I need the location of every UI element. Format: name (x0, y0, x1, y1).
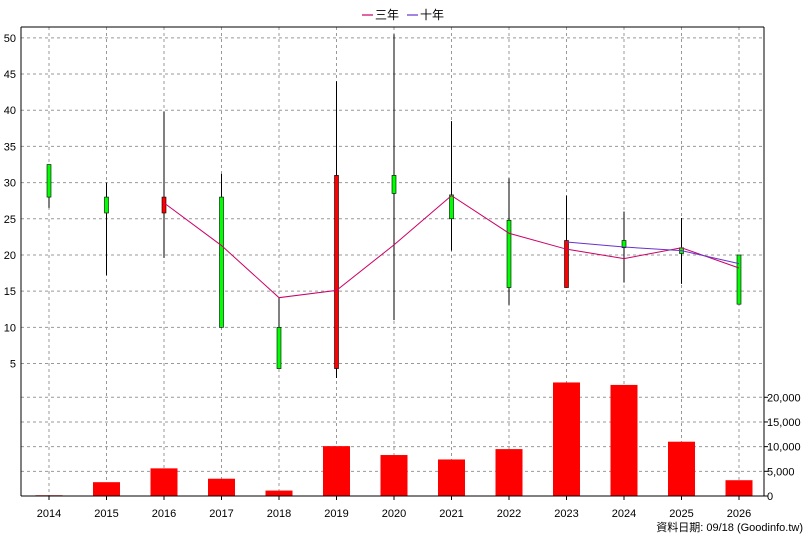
volume-bar (725, 480, 753, 496)
line-series-3y (163, 195, 740, 299)
x-tick-label: 2026 (727, 508, 751, 520)
x-tick-label: 2020 (382, 508, 406, 520)
volume-tick-label: 0 (767, 491, 773, 503)
x-tick-label: 2015 (94, 508, 118, 520)
x-tick-label: 2022 (497, 508, 521, 520)
volume-bar (93, 482, 120, 496)
volume-bar (380, 455, 408, 496)
candle-body (391, 175, 397, 194)
candle-body (621, 240, 627, 249)
candle-body (104, 196, 109, 214)
candle-body (219, 196, 224, 328)
price-tick-label: 50 (4, 33, 16, 45)
x-tick-label: 2018 (267, 508, 291, 520)
price-tick-label: 5 (10, 359, 16, 371)
price-tick-label: 25 (4, 214, 16, 226)
x-tick-label: 2017 (209, 508, 233, 520)
legend: 三年 十年 (362, 8, 444, 22)
x-tick-label: 2023 (554, 508, 578, 520)
volume-bar (610, 384, 638, 496)
volume-bar (208, 478, 235, 496)
candle-body (449, 194, 454, 220)
x-tick-label: 2019 (324, 508, 348, 520)
candle-body (276, 327, 282, 369)
x-tick-label: 2014 (37, 508, 61, 520)
price-tick-label: 40 (4, 105, 16, 117)
volume-tick-label: 15,000 (767, 417, 801, 429)
line-series-10y (566, 241, 740, 265)
price-tick-label: 15 (4, 286, 16, 298)
price-tick-label: 20 (4, 250, 16, 262)
candle-body (46, 164, 52, 198)
candle-body (736, 254, 742, 305)
x-tick-label: 2025 (669, 508, 693, 520)
x-tick-label: 2021 (439, 508, 463, 520)
price-tick-label: 30 (4, 178, 16, 190)
price-tick-label: 35 (4, 141, 16, 153)
price-tick-label: 10 (4, 322, 16, 334)
candle-body (506, 219, 512, 288)
grid (21, 27, 764, 497)
price-panel (46, 34, 742, 378)
volume-tick-label: 10,000 (767, 442, 801, 454)
volume-panel (35, 382, 753, 497)
candle-body (161, 196, 167, 214)
x-tick-label: 2016 (152, 508, 176, 520)
axes: 510152025303540455005,00010,00015,00020,… (4, 26, 801, 520)
volume-bar (438, 459, 465, 496)
volume-tick-label: 5,000 (767, 466, 795, 478)
volume-bar (150, 468, 178, 496)
legend-label-3y: 三年 (375, 8, 399, 22)
footer-source: 資料日期: 09/18 (Goodinfo.tw) (656, 520, 803, 534)
candle-body (564, 240, 569, 288)
price-tick-label: 45 (4, 69, 16, 81)
legend-label-10y: 十年 (420, 8, 444, 22)
volume-bar (495, 449, 523, 496)
volume-bar (323, 446, 350, 496)
x-tick-label: 2024 (612, 508, 636, 520)
volume-bar (668, 441, 695, 496)
volume-tick-label: 20,000 (767, 392, 801, 404)
candle-body (334, 175, 339, 369)
volume-bar (553, 382, 580, 496)
volume-bar (265, 490, 293, 496)
